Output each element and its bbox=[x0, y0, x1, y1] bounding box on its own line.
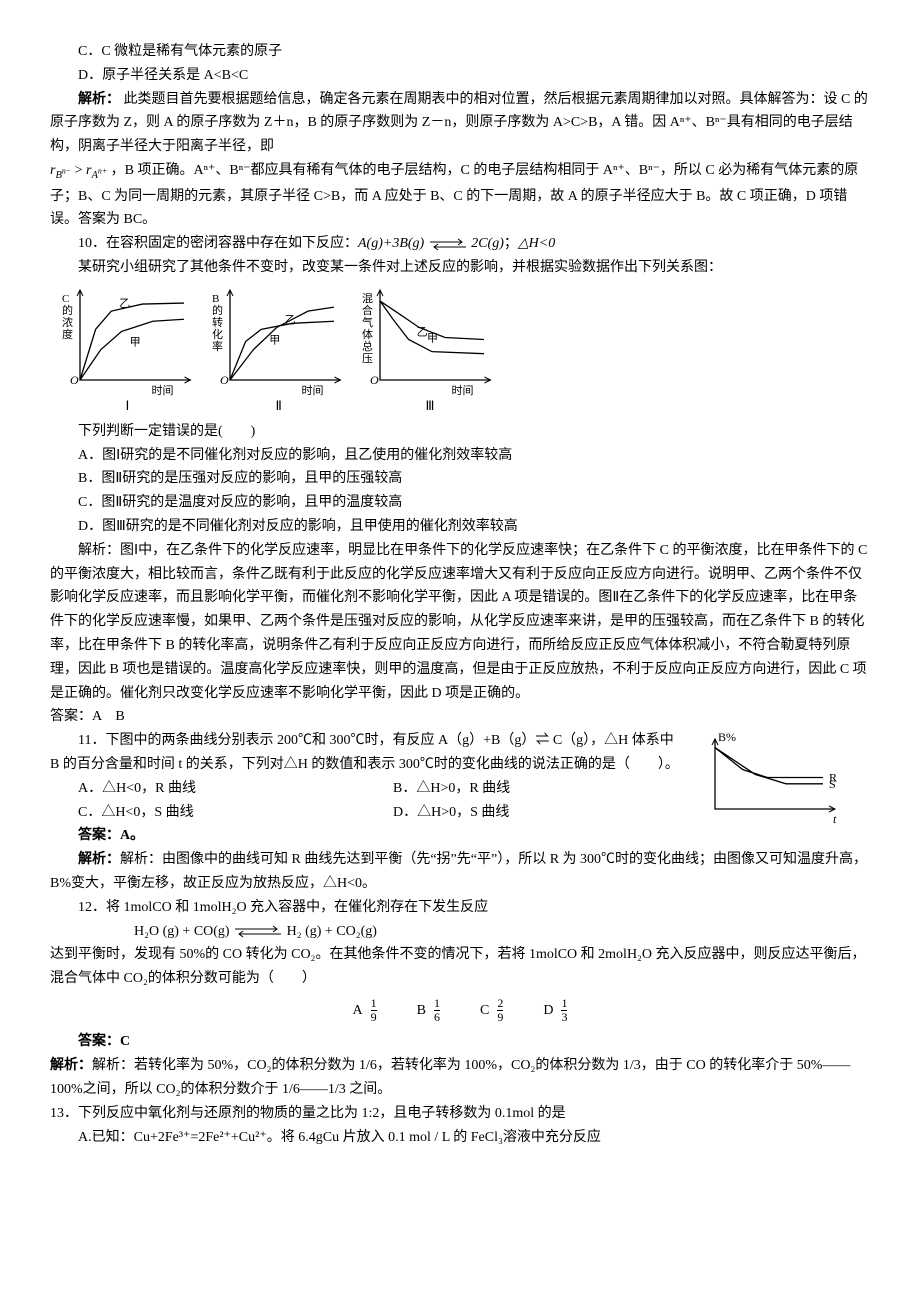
svg-text:O: O bbox=[220, 373, 229, 387]
q10-opt-b: B．图Ⅱ研究的是压强对反应的影响，且甲的压强较高 bbox=[50, 467, 870, 491]
q12-opt-d: D13 bbox=[543, 997, 567, 1024]
q12-analysis: 解析：解析：若转化率为 50%，CO₂的体积分数为 1/6，若转化率为 100%… bbox=[50, 1054, 870, 1102]
svg-text:甲: 甲 bbox=[427, 332, 438, 344]
q13-opt-a: A.已知：Cu+2Fe³⁺=2Fe²⁺+Cu²⁺。将 6.4gCu 片放入 0.… bbox=[50, 1126, 870, 1150]
q12-opt-b: B16 bbox=[417, 997, 440, 1024]
q12-opt-c: C29 bbox=[480, 997, 503, 1024]
q10-chart-svg: OC的浓度时间Ⅰ乙甲OB的转化率时间Ⅱ乙甲O混合气体总压时间Ⅲ乙甲 bbox=[50, 280, 510, 420]
svg-text:混合气体总压: 混合气体总压 bbox=[362, 292, 373, 365]
q12-opt-a: A19 bbox=[353, 997, 377, 1024]
svg-text:时间: 时间 bbox=[452, 384, 474, 397]
q11-opt-d: D．△H>0，S 曲线 bbox=[365, 801, 680, 825]
q13-stem: 13．下列反应中氧化剂与还原剂的物质的量之比为 1:2，且电子转移数为 0.1m… bbox=[50, 1102, 870, 1126]
svg-text:甲: 甲 bbox=[269, 334, 280, 346]
q11-opt-b: B．△H>0，R 曲线 bbox=[365, 777, 680, 801]
q10-body: 某研究小组研究了其他条件不变时，改变某一条件对上述反应的影响，并根据实验数据作出… bbox=[50, 256, 870, 280]
prev-analysis-1: 此类题目首先要根据题给信息，确定各元素在周期表中的相对位置，然后根据元素周期律加… bbox=[50, 92, 868, 155]
svg-text:Ⅱ: Ⅱ bbox=[276, 398, 282, 413]
prev-analysis-label: 解析： bbox=[78, 92, 120, 107]
q12-body: 达到平衡时，发现有 50%的 CO 转化为 CO₂。在其他条件不变的情况下，若将… bbox=[50, 943, 870, 991]
q12-options: A19 B16 C29 D13 bbox=[50, 997, 870, 1024]
svg-text:B的转化率: B的转化率 bbox=[212, 293, 223, 353]
prev-opt-d: D．原子半径关系是 A<B<C bbox=[50, 64, 870, 88]
q10-opt-d: D．图Ⅲ研究的是不同催化剂对反应的影响，且甲使用的催化剂效率较高 bbox=[50, 515, 870, 539]
svg-text:Ⅲ: Ⅲ bbox=[426, 398, 435, 413]
q10-opt-a: A．图Ⅰ研究的是不同催化剂对反应的影响，且乙使用的催化剂效率较高 bbox=[50, 444, 870, 468]
svg-text:B%: B% bbox=[718, 730, 736, 744]
q12-analysis-text: 解析：若转化率为 50%，CO₂的体积分数为 1/6，若转化率为 100%，CO… bbox=[50, 1058, 850, 1097]
q11-analysis-text: 解析：由图像中的曲线可知 R 曲线先达到平衡（先“拐”先“平”），所以 R 为 … bbox=[50, 852, 867, 891]
svg-text:C的浓度: C的浓度 bbox=[62, 293, 73, 341]
q10-stem2: 下列判断一定错误的是( ) bbox=[50, 420, 870, 444]
q12-equation: H₂O (g) + CO(g) H₂ (g) + CO₂(g) bbox=[50, 920, 870, 944]
equilibrium-arrow-icon bbox=[233, 924, 283, 938]
q10-answer: 答案：A B bbox=[50, 705, 870, 729]
q11-answer: 答案：A。 bbox=[50, 824, 680, 848]
q10-analysis: 解析：图Ⅰ中，在乙条件下的化学反应速率，明显比在甲条件下的化学反应速率快；在乙条… bbox=[50, 539, 870, 706]
prev-opt-c: C．C 微粒是稀有气体元素的原子 bbox=[50, 40, 870, 64]
equilibrium-arrow-icon bbox=[428, 237, 468, 251]
svg-text:时间: 时间 bbox=[302, 384, 324, 397]
q11-chart-svg: B%tRS bbox=[690, 729, 860, 829]
svg-text:甲: 甲 bbox=[130, 336, 141, 348]
svg-text:乙: 乙 bbox=[119, 297, 130, 310]
svg-text:O: O bbox=[370, 373, 379, 387]
q11-opt-a: A．△H<0，R 曲线 bbox=[50, 777, 365, 801]
svg-text:Ⅰ: Ⅰ bbox=[126, 398, 130, 413]
svg-text:时间: 时间 bbox=[152, 384, 174, 397]
svg-text:O: O bbox=[70, 373, 79, 387]
q10-title: 10．在容积固定的密闭容器中存在如下反应：A(g)+3B(g) 2C(g)；△H… bbox=[50, 232, 870, 256]
prev-analysis-2-text: ，B 项正确。Aⁿ⁺、Bⁿ⁻都应具有稀有气体的电子层结构，C 的电子层结构相同于… bbox=[50, 163, 858, 227]
q10-opt-c: C．图Ⅱ研究的是温度对反应的影响，且甲的温度较高 bbox=[50, 491, 870, 515]
q10-charts: OC的浓度时间Ⅰ乙甲OB的转化率时间Ⅱ乙甲O混合气体总压时间Ⅲ乙甲 bbox=[50, 280, 870, 420]
prev-analysis-2: rBn− > rAn+ ，B 项正确。Aⁿ⁺、Bⁿ⁻都应具有稀有气体的电子层结构… bbox=[50, 159, 870, 232]
prev-analysis-para: 解析： 此类题目首先要根据题给信息，确定各元素在周期表中的相对位置，然后根据元素… bbox=[50, 88, 870, 159]
q11-stem: 11．下图中的两条曲线分别表示 200℃和 300℃时，有反应 A（g）+B（g… bbox=[50, 729, 680, 777]
q11-analysis: 解析：解析：由图像中的曲线可知 R 曲线先达到平衡（先“拐”先“平”），所以 R… bbox=[50, 848, 870, 896]
q11-opt-c: C．△H<0，S 曲线 bbox=[50, 801, 365, 825]
q12-stem: 12．将 1molCO 和 1molH₂O 充入容器中，在催化剂存在下发生反应 bbox=[50, 896, 870, 920]
svg-text:t: t bbox=[833, 812, 837, 826]
svg-text:S: S bbox=[829, 777, 836, 791]
q12-answer: 答案：C bbox=[50, 1030, 870, 1054]
